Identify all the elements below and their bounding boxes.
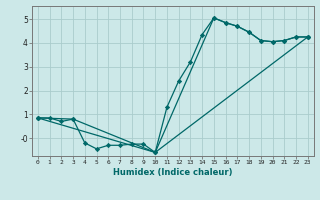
X-axis label: Humidex (Indice chaleur): Humidex (Indice chaleur): [113, 168, 233, 177]
